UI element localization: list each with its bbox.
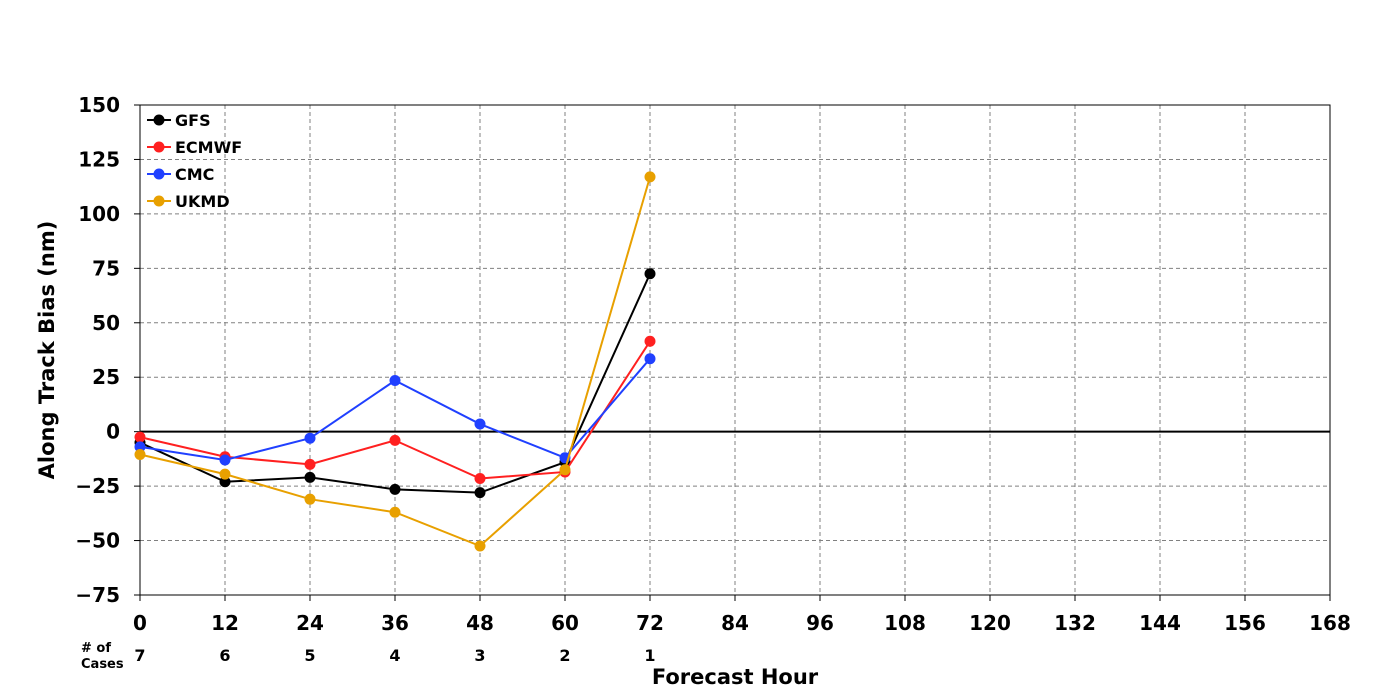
x-tick-label: 96: [806, 611, 834, 635]
x-axis: 0 12 24 36 48 60 72 84 96 108 120 132 144 156 168: [133, 595, 1351, 635]
x-tick-label: 48: [466, 611, 494, 635]
legend-entry-ukmd: UKMD: [147, 192, 230, 211]
legend: GFS ECMWF CMC UKMD: [147, 111, 242, 211]
data-point-gfs: [304, 471, 316, 483]
y-axis: −75 −50 −25 0 25 50 75 100 125 150: [75, 93, 140, 607]
y-tick-label: 0: [106, 420, 120, 444]
series-group: [134, 171, 656, 552]
data-point-ukmd: [644, 171, 656, 183]
legend-label-cmc: CMC: [175, 165, 214, 184]
x-tick-label: 60: [551, 611, 579, 635]
cases-title-line1: # of: [81, 641, 111, 656]
x-tick-label: 72: [636, 611, 664, 635]
cases-count: 3: [474, 646, 485, 665]
legend-marker-cmc: [153, 168, 165, 180]
x-tick-label: 144: [1139, 611, 1181, 635]
data-point-ecmwf: [474, 472, 486, 484]
legend-label-ecmwf: ECMWF: [175, 138, 242, 157]
x-tick-label: 36: [381, 611, 409, 635]
data-point-ukmd: [389, 506, 401, 518]
x-tick-label: 168: [1309, 611, 1351, 635]
cases-count: 6: [219, 646, 230, 665]
legend-marker-gfs: [153, 114, 165, 126]
data-point-ecmwf: [644, 335, 656, 347]
x-axis-title: Forecast Hour: [652, 665, 819, 689]
cases-title-line2: Cases: [81, 657, 124, 672]
data-point-gfs: [219, 476, 231, 488]
y-axis-title: Along Track Bias (nm): [35, 221, 59, 480]
x-tick-label: 84: [721, 611, 749, 635]
cases-count: 7: [134, 646, 145, 665]
data-point-ecmwf: [389, 434, 401, 446]
cases-count: 1: [644, 646, 655, 665]
legend-marker-ukmd: [153, 195, 165, 207]
cases-count: 5: [304, 646, 315, 665]
legend-label-ukmd: UKMD: [175, 192, 230, 211]
data-point-ecmwf: [304, 458, 316, 470]
y-tick-label: 25: [92, 365, 120, 389]
series-ukmd: [134, 171, 656, 552]
x-tick-label: 12: [211, 611, 239, 635]
x-tick-label: 132: [1054, 611, 1096, 635]
y-tick-label: 100: [78, 202, 120, 226]
data-point-gfs: [474, 487, 486, 499]
x-tick-label: 120: [969, 611, 1011, 635]
y-tick-label: 75: [92, 256, 120, 280]
x-tick-label: 108: [884, 611, 926, 635]
y-tick-label: −25: [75, 474, 120, 498]
legend-label-gfs: GFS: [175, 111, 211, 130]
data-point-ukmd: [134, 449, 146, 461]
data-point-cmc: [219, 454, 231, 466]
legend-entry-ecmwf: ECMWF: [147, 138, 242, 157]
y-tick-label: −50: [75, 529, 120, 553]
data-point-cmc: [134, 441, 146, 453]
legend-entry-cmc: CMC: [147, 165, 214, 184]
x-tick-label: 0: [133, 611, 147, 635]
data-point-gfs: [389, 483, 401, 495]
cases-count: 4: [389, 646, 400, 665]
legend-marker-ecmwf: [153, 141, 165, 153]
data-point-ukmd: [559, 464, 571, 476]
y-tick-label: 150: [78, 93, 120, 117]
data-point-cmc: [474, 418, 486, 430]
cases-row: # of Cases 7 6 5 4 3 2 1: [81, 641, 656, 672]
data-point-cmc: [389, 374, 401, 386]
data-point-ukmd: [219, 468, 231, 480]
data-point-cmc: [304, 432, 316, 444]
data-point-cmc: [644, 353, 656, 365]
data-point-gfs: [644, 268, 656, 280]
x-tick-label: 156: [1224, 611, 1266, 635]
y-tick-label: 50: [92, 311, 120, 335]
data-point-ecmwf: [134, 431, 146, 443]
data-point-ukmd: [474, 540, 486, 552]
grid: [140, 105, 1330, 595]
x-tick-label: 24: [296, 611, 324, 635]
y-tick-label: 125: [78, 147, 120, 171]
cases-count: 2: [559, 646, 570, 665]
legend-entry-gfs: GFS: [147, 111, 211, 130]
data-point-ukmd: [304, 493, 316, 505]
y-tick-label: −75: [75, 583, 120, 607]
